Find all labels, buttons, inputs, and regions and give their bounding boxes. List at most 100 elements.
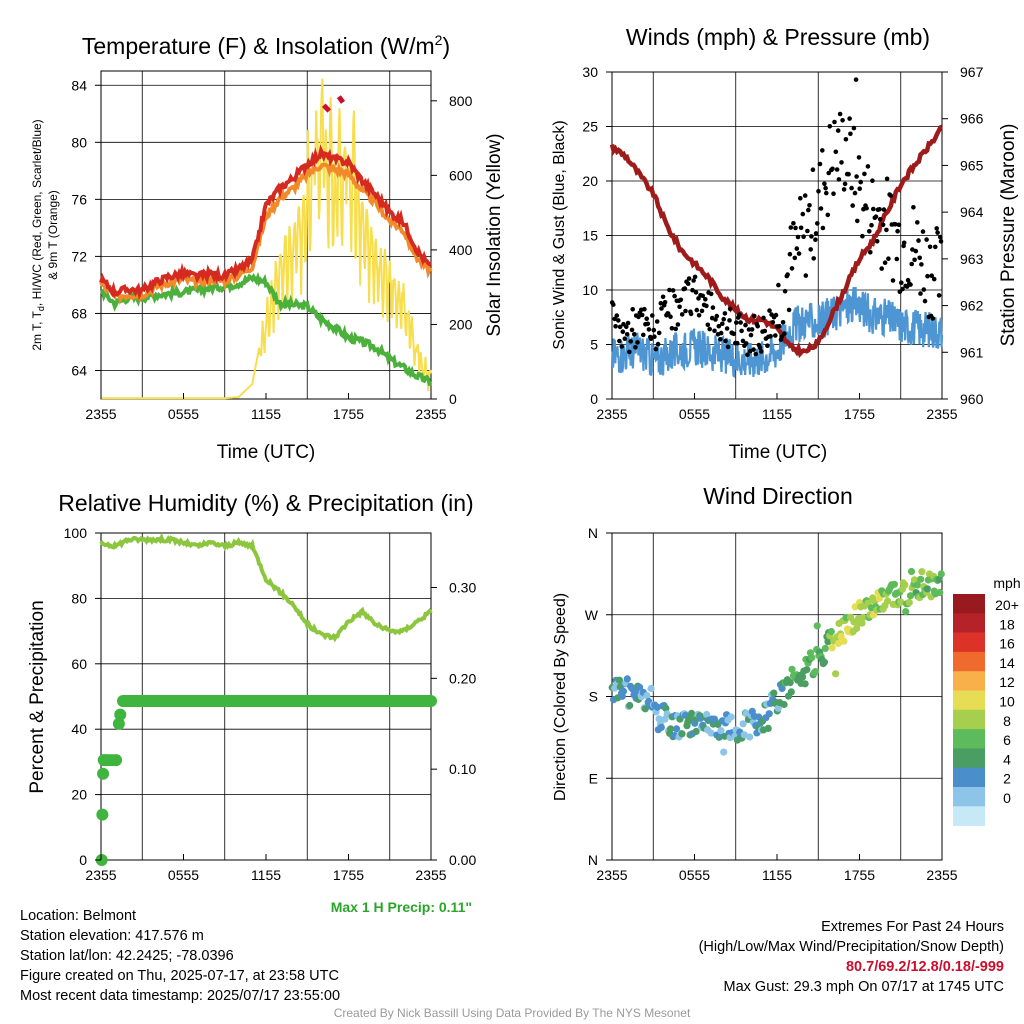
y-tick-label: 30 — [582, 64, 598, 80]
y2-tick-label: 0.30 — [449, 580, 476, 596]
gust-point — [916, 238, 921, 243]
gust-point — [767, 308, 772, 313]
x-tick-label: 2355 — [596, 406, 627, 422]
gust-point — [641, 332, 646, 338]
gust-point — [831, 191, 836, 196]
gust-point — [854, 174, 859, 179]
gust-point — [642, 306, 647, 312]
gust-point — [785, 272, 790, 277]
gust-point — [855, 218, 860, 224]
direction-point — [901, 581, 909, 589]
gust-point — [718, 330, 724, 336]
gust-point — [718, 337, 723, 342]
legend-swatch — [953, 690, 985, 711]
legend-swatch — [953, 594, 985, 614]
temp-title: Temperature (F) & Insolation (W/m2) — [82, 32, 450, 59]
gust-point — [622, 336, 628, 342]
x-tick-label: 1755 — [333, 406, 364, 422]
gust-point — [636, 314, 641, 320]
gust-point — [936, 293, 942, 298]
x-tick-label: 1755 — [844, 406, 875, 422]
y-tick-label: 68 — [71, 305, 87, 321]
extremes-values: 80.7/69.2/12.8/0.18/-999 — [845, 959, 1004, 975]
precip-point — [114, 708, 127, 721]
gust-point — [794, 246, 800, 251]
x-tick-label: 1155 — [762, 406, 792, 422]
gust-point — [877, 207, 882, 212]
gust-point — [616, 318, 621, 323]
gust-point — [761, 315, 766, 321]
direction-point — [937, 570, 945, 578]
temp-ylabel-left-line2: & 9m T (Orange) — [46, 190, 60, 280]
gust-point — [755, 323, 760, 329]
gust-point — [933, 244, 938, 250]
temp-ticks: 2355 0555 1155 1755 2355 64 68 72 76 80 84 0 200 400 6… — [71, 77, 472, 422]
gust-point — [688, 311, 694, 317]
direction-point — [626, 701, 634, 710]
x-tick-label: 1155 — [251, 867, 281, 883]
gust-point — [624, 324, 629, 330]
gust-point — [725, 344, 731, 350]
gust-point — [660, 294, 666, 300]
gust-point — [723, 338, 728, 344]
direction-point — [788, 665, 796, 673]
direction-point — [824, 638, 832, 646]
gust-point — [765, 343, 770, 349]
dewpoint-line — [99, 271, 432, 387]
y-tick-label: E — [589, 770, 598, 786]
temp-2m-line — [99, 144, 432, 301]
y-tick-label: 20 — [582, 173, 598, 189]
gust-point — [743, 322, 748, 328]
rh-line — [99, 532, 433, 643]
gust-point — [655, 341, 661, 347]
gust-point — [813, 231, 819, 236]
gust-point — [881, 207, 887, 212]
gust-point — [630, 307, 635, 312]
direction-point — [739, 720, 747, 728]
y2-tick-label: 200 — [449, 316, 473, 332]
gust-point — [931, 276, 937, 282]
x-tick-label: 1155 — [762, 867, 792, 883]
gust-point — [938, 239, 944, 244]
gust-point — [677, 304, 682, 310]
y-tick-label: 64 — [71, 362, 87, 378]
legend-label: 4 — [1003, 751, 1011, 767]
y-tick-label: W — [585, 607, 599, 623]
gust-point — [822, 181, 827, 187]
legend-label: 8 — [1003, 713, 1011, 729]
gust-point — [818, 206, 824, 211]
wind-ylabel-left: Sonic Wind & Gust (Blue, Black) — [551, 120, 568, 349]
gust-point — [627, 349, 632, 355]
gust-point — [654, 319, 660, 324]
station-location: Location: Belmont — [20, 908, 137, 924]
direction-point — [834, 639, 843, 648]
x-tick-label: 0555 — [679, 867, 710, 883]
x-tick-label: 2355 — [926, 867, 957, 883]
legend-swatch — [953, 709, 985, 730]
gust-point — [672, 293, 677, 299]
gust-point — [816, 189, 821, 194]
y2-tick-label: 962 — [960, 298, 984, 314]
y-tick-label: 0 — [590, 391, 598, 407]
precip-point — [95, 854, 108, 866]
x-tick-label: 2355 — [415, 406, 446, 422]
direction-point — [890, 580, 899, 588]
wind-ticks: 2355 0555 1155 1755 235505101520253096096196… — [582, 64, 983, 422]
direction-point — [917, 575, 925, 583]
x-tick-label: 2355 — [415, 867, 446, 883]
gust-point — [770, 320, 776, 325]
figure-created: Figure created on Thu, 2025-07-17, at 23… — [20, 968, 339, 984]
gust-point — [920, 229, 926, 234]
gust-point — [738, 320, 743, 325]
gust-point — [864, 205, 869, 211]
temp-title-main: Temperature (F) & Insolation (W/m — [82, 33, 435, 59]
gust-point — [773, 312, 779, 318]
gust-point — [929, 273, 934, 279]
temp-title-sup: 2 — [435, 32, 443, 48]
gust-point — [842, 181, 848, 187]
legend-label: 2 — [1003, 771, 1011, 787]
gust-point — [682, 286, 688, 291]
gust-point — [830, 166, 835, 172]
temp-xlabel: Time (UTC) — [217, 442, 316, 463]
direction-point — [678, 730, 686, 738]
